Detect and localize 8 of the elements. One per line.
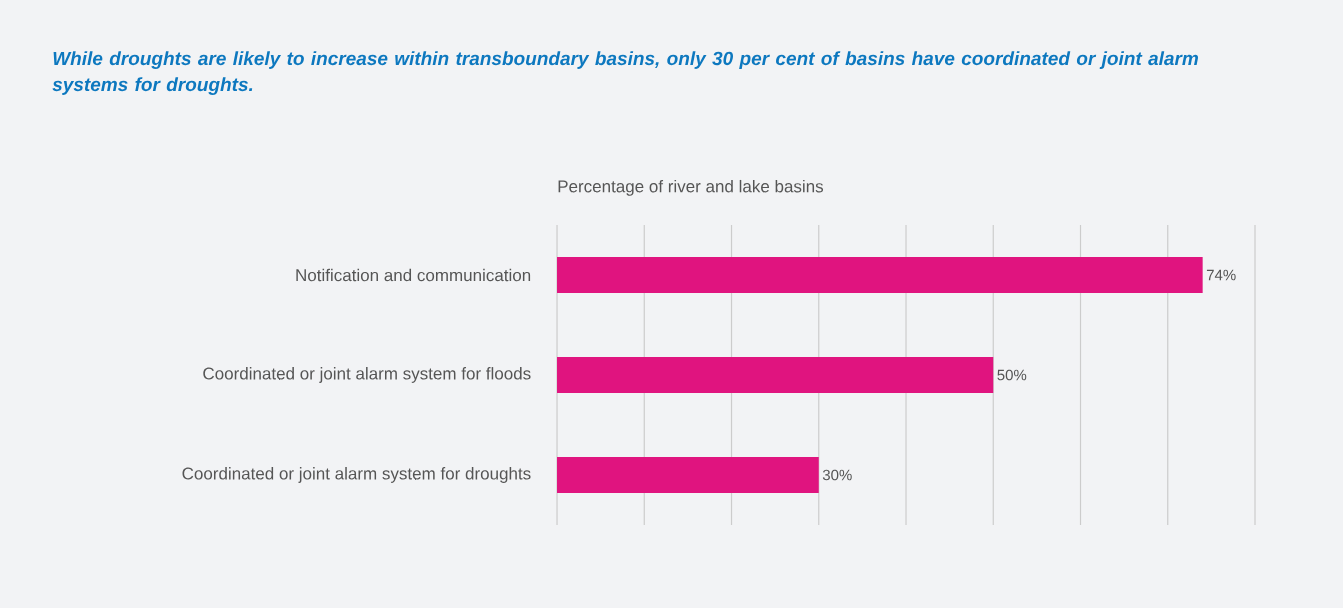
data-label: 50%: [997, 369, 1027, 381]
y-tick-label: Notification and communication: [296, 268, 531, 282]
data-label: 30%: [822, 469, 852, 481]
y-tick-label: Coordinated or joint alarm system for droughts: [182, 467, 531, 483]
x-axis-title: Percentage of river and lake basins: [558, 179, 824, 196]
chart-title: While droughts are likely to increase within transboundary basins, only 30 per cent of basins have coordinated or joint alarm systems for droughts.: [52, 51, 1198, 95]
data-label: 74%: [1206, 269, 1236, 281]
y-tick-label: Coordinated or joint alarm system for floods: [203, 367, 531, 383]
